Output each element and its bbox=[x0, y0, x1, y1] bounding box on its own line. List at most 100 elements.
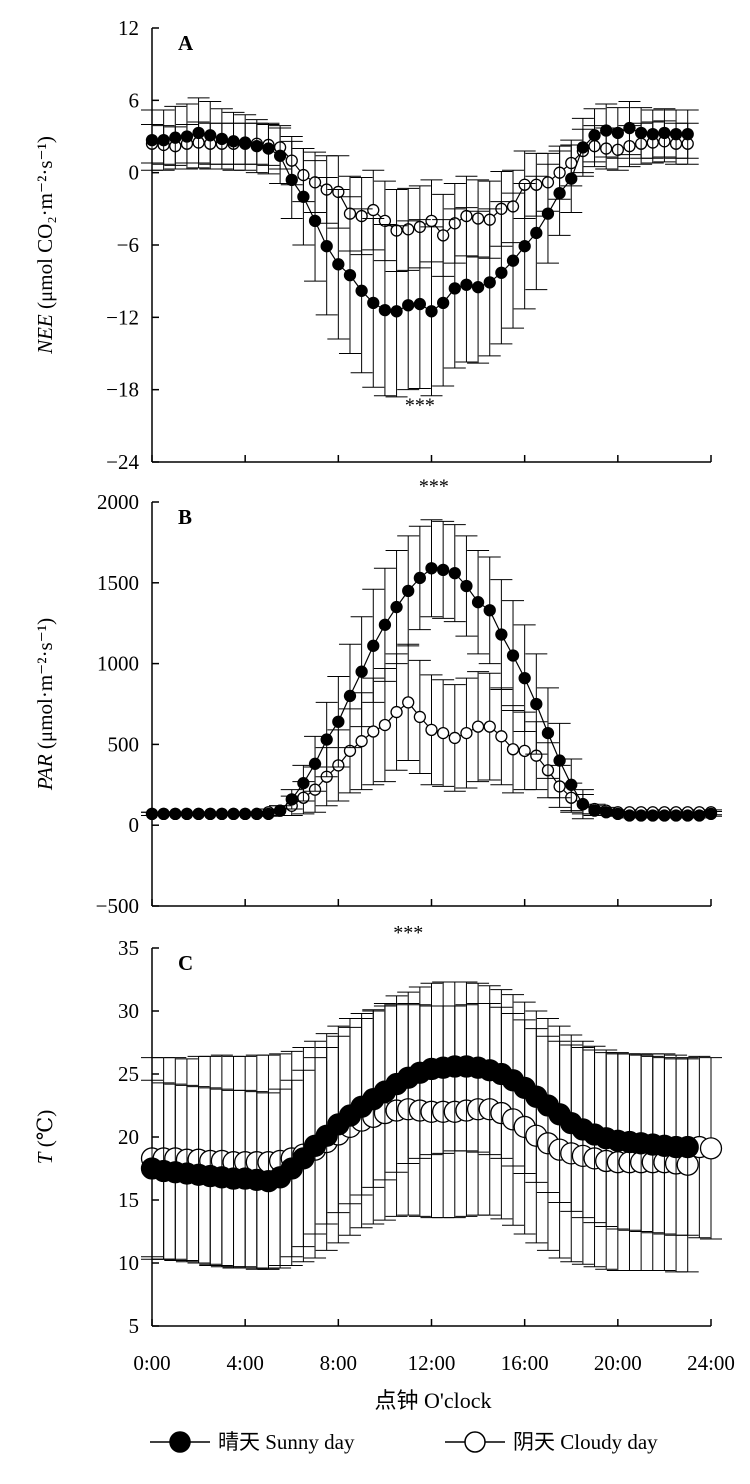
data-point bbox=[553, 187, 566, 200]
x-tick-label: 20:00 bbox=[594, 1351, 642, 1375]
data-point bbox=[413, 710, 427, 724]
data-point bbox=[355, 735, 368, 748]
data-point bbox=[215, 132, 229, 146]
data-point bbox=[239, 136, 252, 149]
y-axis-label-variable: PAR bbox=[33, 754, 57, 791]
data-point bbox=[518, 240, 531, 253]
data-point bbox=[378, 618, 392, 631]
x-axis-ticklabels: 0:00 4:00 8:00 12:00 16:00 20:00 24:00 bbox=[133, 1351, 735, 1375]
panel-letter: C bbox=[178, 951, 193, 975]
data-point bbox=[425, 214, 438, 228]
data-point bbox=[495, 730, 508, 743]
data-point bbox=[343, 689, 357, 703]
y-axis-label: T (℃) bbox=[33, 1110, 57, 1164]
y-tick-label: 12 bbox=[118, 16, 139, 40]
data-point bbox=[506, 254, 520, 267]
y-tick-label: 10 bbox=[118, 1251, 139, 1275]
chart-panels: 12 6 0 −6 −12 −18 −24 A NEE (μmol CO₂·m⁻²·s⁻¹) **… bbox=[33, 16, 723, 1338]
data-point bbox=[262, 807, 275, 821]
data-point bbox=[588, 804, 601, 817]
data-point bbox=[495, 628, 508, 641]
y-axis-label: PAR (μmol·m⁻²·s⁻¹) bbox=[33, 618, 57, 791]
data-point bbox=[204, 807, 217, 821]
data-point bbox=[425, 305, 438, 318]
data-point bbox=[425, 562, 438, 575]
data-point bbox=[611, 126, 624, 140]
data-point bbox=[471, 720, 485, 733]
data-point bbox=[669, 809, 683, 822]
data-point bbox=[285, 173, 298, 187]
data-point bbox=[483, 720, 496, 733]
data-point bbox=[332, 715, 345, 728]
y-axis-label-variable: NEE bbox=[33, 314, 57, 355]
legend-label-cloudy: 阴天 Cloudy day bbox=[513, 1430, 658, 1454]
data-point bbox=[483, 604, 496, 617]
data-point bbox=[460, 579, 473, 593]
legend: 晴天 Sunny day 阴天 Cloudy day bbox=[150, 1430, 658, 1454]
data-point bbox=[600, 124, 613, 137]
y-tick-label: 1000 bbox=[97, 652, 139, 676]
data-point bbox=[588, 129, 601, 142]
x-tick-label: 24:00 bbox=[687, 1351, 735, 1375]
y-tick-label: −12 bbox=[106, 305, 139, 329]
y-tick-label: 25 bbox=[118, 1062, 139, 1086]
data-point bbox=[157, 133, 170, 147]
data-point bbox=[343, 268, 357, 282]
data-point bbox=[436, 296, 450, 310]
data-point bbox=[518, 671, 531, 685]
data-point bbox=[530, 226, 543, 240]
data-point bbox=[367, 203, 380, 217]
data-point bbox=[378, 718, 392, 732]
data-point bbox=[460, 726, 473, 740]
data-point bbox=[390, 705, 403, 719]
data-point bbox=[204, 129, 217, 142]
data-point bbox=[273, 804, 287, 817]
data-point bbox=[646, 127, 659, 141]
data-point bbox=[565, 172, 578, 185]
y-axis-label-variable: T bbox=[33, 1151, 57, 1164]
data-point bbox=[676, 1135, 699, 1159]
data-point bbox=[576, 141, 590, 154]
x-tick-label: 4:00 bbox=[226, 1351, 263, 1375]
significance-annotation: *** bbox=[405, 394, 435, 416]
data-point bbox=[239, 807, 252, 821]
data-point bbox=[611, 807, 624, 821]
data-point bbox=[192, 807, 205, 821]
data-point bbox=[530, 697, 543, 711]
significance-annotation: *** bbox=[419, 475, 449, 497]
y-tick-label: −6 bbox=[117, 233, 139, 257]
series-sunny bbox=[140, 981, 699, 1270]
data-point bbox=[436, 563, 450, 577]
data-point bbox=[145, 133, 159, 147]
data-point bbox=[285, 793, 298, 806]
y-tick-label: 20 bbox=[118, 1125, 139, 1149]
data-point bbox=[355, 284, 368, 297]
data-point bbox=[169, 131, 182, 144]
y-tick-label: 15 bbox=[118, 1188, 139, 1212]
data-point bbox=[553, 754, 566, 767]
data-point bbox=[448, 566, 461, 580]
data-point bbox=[250, 139, 263, 153]
data-point bbox=[215, 807, 229, 821]
data-point bbox=[425, 723, 438, 737]
data-point bbox=[320, 733, 333, 746]
data-point bbox=[541, 726, 555, 740]
y-tick-label: 2000 bbox=[97, 490, 139, 514]
data-point bbox=[693, 809, 706, 822]
data-point bbox=[471, 596, 485, 609]
chart-panel-a: 12 6 0 −6 −12 −18 −24 A NEE (μmol CO₂·m⁻²·s⁻¹) **… bbox=[33, 16, 712, 474]
data-point bbox=[273, 149, 287, 162]
x-tick-label: 8:00 bbox=[320, 1351, 357, 1375]
data-point bbox=[623, 121, 636, 135]
data-point bbox=[413, 297, 427, 311]
data-point bbox=[541, 207, 555, 220]
data-point bbox=[634, 126, 648, 140]
y-tick-label: −500 bbox=[96, 894, 139, 918]
data-point bbox=[390, 305, 403, 318]
data-point bbox=[506, 743, 520, 756]
data-point bbox=[308, 757, 322, 770]
data-point bbox=[402, 696, 415, 709]
data-point bbox=[646, 809, 659, 822]
data-point bbox=[681, 127, 694, 141]
data-point bbox=[145, 807, 159, 821]
